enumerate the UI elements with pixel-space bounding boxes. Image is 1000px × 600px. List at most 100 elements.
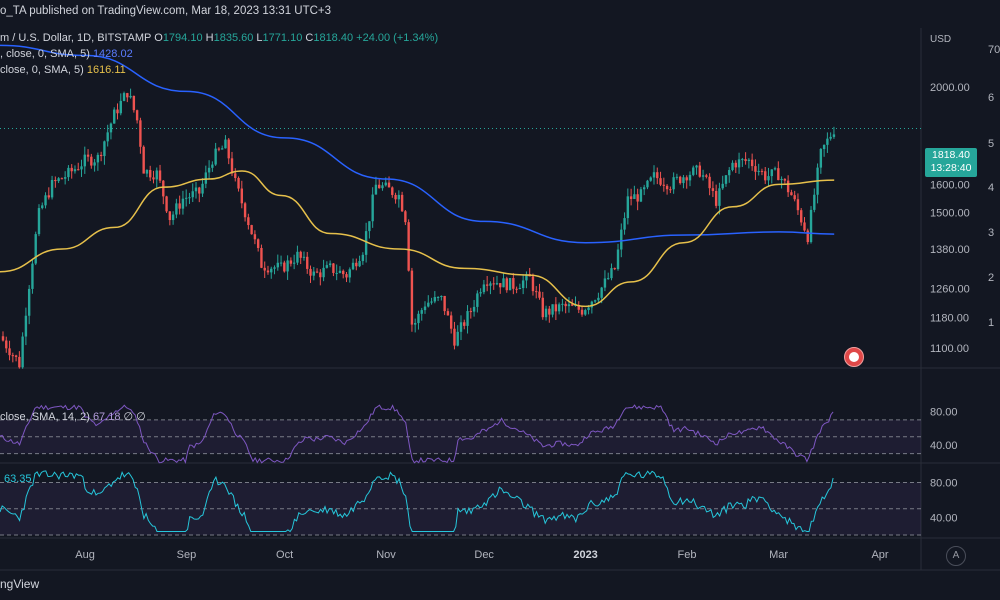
sma-fast-line — [0, 170, 835, 308]
sma-fast-label: close, 0, SMA, 5) — [0, 64, 84, 76]
candle-body — [413, 323, 417, 325]
candle-body — [299, 251, 302, 258]
time-tick-label: Nov — [376, 549, 396, 561]
candle-body — [492, 283, 495, 285]
candle-body — [420, 310, 423, 314]
candle-body — [711, 188, 715, 191]
open-label: O — [154, 32, 163, 44]
auto-scale-button[interactable]: A — [946, 546, 966, 566]
candle-body — [119, 100, 122, 114]
candle-body — [165, 196, 168, 212]
candle-body — [456, 331, 459, 346]
price-pane — [0, 44, 921, 369]
candle-body — [662, 184, 666, 186]
candle-body — [361, 254, 365, 262]
candle-body — [253, 234, 257, 240]
ohlc-legend: m / U.S. Dollar, 1D, BITSTAMP O1794.10 H… — [0, 32, 438, 44]
candle-body — [122, 93, 126, 101]
candle-body — [705, 175, 708, 177]
osc-tick-label: 80.00 — [930, 478, 958, 490]
candle-body — [322, 267, 325, 278]
candle-body — [175, 203, 178, 215]
candle-body — [754, 166, 757, 172]
candle-body — [312, 271, 315, 276]
candle-body — [806, 230, 809, 243]
candle-body — [656, 172, 659, 179]
time-tick-label: Oct — [276, 549, 293, 561]
candle-body — [394, 194, 397, 200]
candle-body — [557, 304, 561, 312]
candle-body — [90, 156, 93, 166]
secondary-tick-label: 6 — [988, 92, 994, 104]
candle-body — [551, 304, 554, 315]
candle-body — [822, 144, 826, 150]
candle-body — [760, 170, 764, 172]
candle-body — [469, 311, 473, 313]
candle-body — [714, 190, 718, 206]
candle-body — [786, 180, 790, 193]
candle-body — [270, 268, 273, 273]
candle-body — [306, 256, 309, 269]
candle-body — [584, 310, 587, 315]
candle-body — [453, 328, 456, 346]
price-tick-label: 1600.00 — [930, 179, 970, 191]
rsi-na: ∅ ∅ — [123, 411, 146, 423]
time-tick-label: Mar — [769, 549, 788, 561]
candle-body — [171, 214, 175, 221]
candle-body — [286, 260, 289, 272]
low-label: L — [256, 32, 263, 44]
candle-body — [538, 291, 541, 298]
candle-body — [139, 120, 142, 147]
candle-body — [423, 306, 427, 311]
us-flag-icon[interactable] — [844, 347, 864, 367]
time-tick-label: Feb — [678, 549, 697, 561]
candle-body — [803, 222, 806, 231]
candle-body — [129, 95, 132, 98]
candle-body — [427, 302, 430, 307]
candle-body — [194, 187, 198, 192]
candle-body — [224, 139, 227, 149]
high-value: 1835.60 — [213, 32, 254, 44]
low-value: 1771.10 — [262, 32, 303, 44]
candle-body — [466, 311, 469, 326]
candle-body — [348, 269, 351, 278]
last-price: 1818.40 — [932, 149, 970, 161]
candle-body — [593, 300, 597, 302]
candle-body — [796, 199, 800, 211]
candle-body — [777, 168, 780, 181]
secondary-tick-label: 2 — [988, 272, 994, 284]
candle-body — [692, 167, 695, 175]
candle-body — [544, 308, 548, 318]
candle-body — [417, 313, 420, 324]
candle-body — [675, 176, 679, 178]
candle-body — [688, 174, 692, 181]
candle-body — [433, 297, 437, 302]
sma-fast-legend: close, 0, SMA, 5) 1616.11 — [0, 64, 126, 76]
candle-body — [109, 123, 113, 133]
candle-body — [37, 208, 41, 235]
candle-body — [158, 170, 162, 181]
price-tick-label: 2000.00 — [930, 82, 970, 94]
candle-body — [652, 172, 656, 178]
candle-body — [479, 292, 482, 294]
oscillator-line — [0, 470, 834, 533]
candle-body — [217, 148, 221, 150]
candle-body — [77, 169, 80, 171]
candle-body — [747, 159, 751, 162]
candle-body — [800, 210, 803, 223]
candle-body — [145, 169, 149, 174]
open-value: 1794.10 — [162, 32, 203, 44]
candle-body — [731, 162, 734, 171]
candle-body — [47, 195, 50, 198]
candle-body — [646, 180, 649, 188]
price-tick-label: 1100.00 — [930, 343, 969, 355]
candle-body — [21, 336, 24, 368]
candle-body — [106, 132, 109, 142]
candle-body — [813, 194, 816, 210]
candle-body — [67, 167, 70, 178]
candle-body — [338, 270, 342, 273]
rsi-pane — [0, 404, 921, 464]
candle-body — [554, 304, 558, 312]
candle-body — [364, 231, 368, 255]
